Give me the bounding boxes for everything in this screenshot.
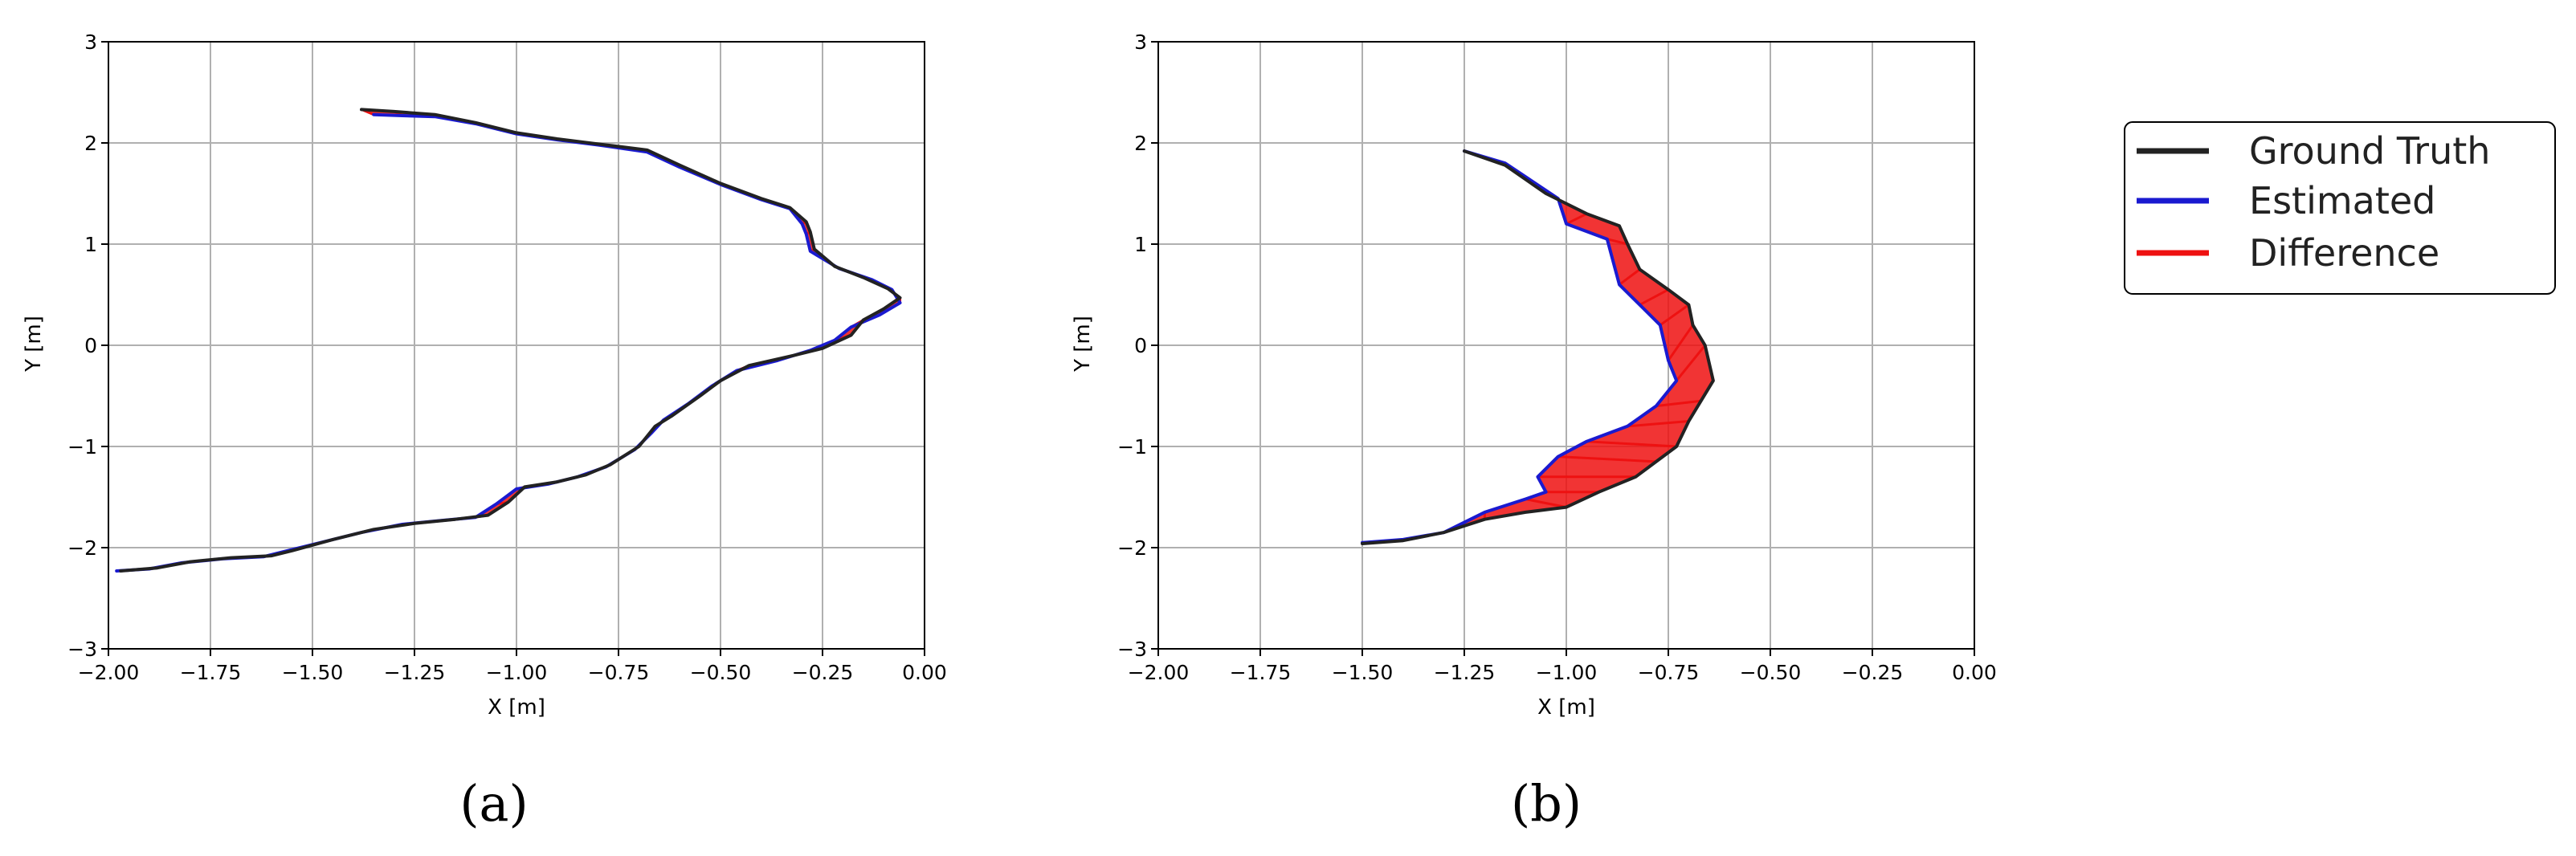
legend-entry-estimated: Estimated <box>2137 179 2435 222</box>
panel-b-series-ground-truth <box>1361 149 1715 545</box>
panel-a-grid <box>108 41 925 650</box>
panel-b-difference-segment <box>1586 440 1677 448</box>
panel-a-caption: (a) <box>459 774 528 833</box>
panel-b-difference-segment <box>1655 399 1701 408</box>
panel-b-caption: (b) <box>1511 774 1582 833</box>
panel-b-difference-segment <box>1606 238 1628 246</box>
panel-b-xticks: −2.00 −1.75 −1.50 −1.25 −1.00 −0.75 −0.50 −0.25… <box>1128 649 1997 684</box>
panel-a-ytick-label: −1 <box>67 435 97 459</box>
panel-a-ytick-label: −3 <box>67 638 97 661</box>
panel-a-yticks: −3 −2 −1 0 1 2 3 <box>67 31 108 661</box>
panel-a-ytick-label: 0 <box>84 334 97 357</box>
panel-b-difference-segment <box>1557 455 1656 463</box>
panel-a-xtick-label: −0.50 <box>690 661 752 684</box>
panel-b-difference-segment <box>1525 498 1567 509</box>
panel-b-series-estimated <box>1361 149 1679 544</box>
panel-a-ylabel: Y [m] <box>22 316 46 373</box>
panel-a-series-ground-truth <box>119 108 902 573</box>
panel-a-xtick-label: 0.00 <box>902 661 947 684</box>
panel-b-ytick-label: −2 <box>1117 536 1147 560</box>
panel-b-xtick-label: −0.25 <box>1842 661 1904 684</box>
panel-a-xlabel: X [m] <box>488 695 545 719</box>
legend-label-estimated: Estimated <box>2249 179 2435 222</box>
panel-b-ylabel: Y [m] <box>1071 316 1095 373</box>
panel-a-lines <box>115 108 902 573</box>
panel-a-xtick-label: −1.00 <box>486 661 548 684</box>
panel-b-xtick-label: −0.50 <box>1740 661 1802 684</box>
panel-a-ytick-label: 3 <box>84 31 97 54</box>
panel-b-xtick-label: −0.75 <box>1638 661 1700 684</box>
legend-box <box>2124 121 2556 295</box>
panel-a-xtick-label: −0.75 <box>588 661 650 684</box>
panel-a-xticks: −2.00 −1.75 −1.50 −1.25 −1.00 −0.75 −0.50 −0.25… <box>78 649 947 684</box>
panel-b-xtick-label: −1.00 <box>1536 661 1598 684</box>
panel-a-xtick-label: −1.50 <box>282 661 344 684</box>
panel-a-ytick-label: 1 <box>84 233 97 256</box>
panel-a-xtick-label: −0.25 <box>792 661 854 684</box>
panel-b-difference-band <box>1361 150 1714 545</box>
panel-b-ytick-label: 0 <box>1134 334 1147 357</box>
legend-label-ground-truth: Ground Truth <box>2249 129 2490 173</box>
panel-b-difference-segment <box>1667 324 1694 361</box>
panel-b: −2.00 −1.75 −1.50 −1.25 −1.00 −0.75 −0.50 −0.25… <box>1071 31 1997 833</box>
panel-b-xtick-label: −1.75 <box>1230 661 1292 684</box>
panel-b-ytick-label: 1 <box>1134 233 1147 256</box>
panel-b-xlabel: X [m] <box>1537 695 1595 719</box>
legend-entry-ground-truth: Ground Truth <box>2137 129 2490 173</box>
panel-b-xtick-label: −1.25 <box>1434 661 1496 684</box>
panel-a: −2.00 −1.75 −1.50 −1.25 −1.00 −0.75 −0.50 −0.25… <box>22 31 947 833</box>
panel-b-ytick-label: 2 <box>1134 132 1147 155</box>
panel-b-ytick-label: −1 <box>1117 435 1147 459</box>
panel-a-xtick-label: −1.75 <box>180 661 242 684</box>
panel-b-yticks: −3 −2 −1 0 1 2 3 <box>1117 31 1158 661</box>
panel-b-ytick-label: 3 <box>1134 31 1147 54</box>
legend-label-difference: Difference <box>2249 231 2439 275</box>
panel-a-ytick-label: −2 <box>67 536 97 560</box>
panel-b-ytick-label: −3 <box>1117 638 1147 661</box>
panel-b-difference-segment <box>1619 268 1641 286</box>
panel-a-xtick-label: −1.25 <box>384 661 446 684</box>
panel-b-difference-segment <box>1659 304 1690 327</box>
panel-b-xtick-label: 0.00 <box>1952 661 1997 684</box>
panel-b-difference-area <box>1361 150 1714 545</box>
panel-b-xtick-label: −2.00 <box>1128 661 1190 684</box>
panel-b-difference-segment <box>1639 288 1669 306</box>
legend-entry-difference: Difference <box>2137 231 2439 275</box>
panel-a-xtick-label: −2.00 <box>78 661 140 684</box>
panel-b-lines <box>1361 149 1715 545</box>
panel-b-difference-segment <box>1627 420 1689 428</box>
panel-b-difference-segment <box>1566 212 1588 226</box>
panel-b-grid <box>1157 41 1975 650</box>
panel-b-xtick-label: −1.50 <box>1332 661 1394 684</box>
panel-b-difference-segment <box>1675 344 1706 382</box>
legend: Ground Truth Estimated Difference <box>2124 121 2556 295</box>
panel-a-ytick-label: 2 <box>84 132 97 155</box>
